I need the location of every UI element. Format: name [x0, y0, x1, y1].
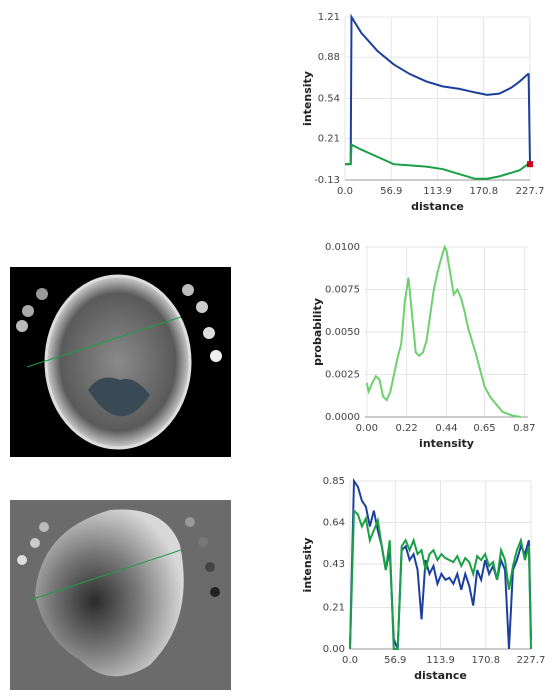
y-tick-label: 0.0025 — [325, 370, 360, 381]
x-tick-label: 0.87 — [513, 423, 535, 434]
y-axis-label: intensity — [301, 71, 314, 126]
y-tick-label: 1.21 — [318, 12, 340, 23]
y-tick-label: 0.00 — [323, 644, 345, 655]
y-tick-label: -0.13 — [314, 175, 340, 186]
x-tick-label: 170.8 — [471, 655, 500, 666]
y-tick-label: 0.54 — [318, 94, 340, 105]
x-tick-label: 227.7 — [517, 655, 546, 666]
x-axis-label: distance — [411, 200, 464, 213]
x-tick-label: 170.8 — [469, 186, 498, 197]
y-tick-label: 0.0000 — [325, 412, 360, 423]
y-tick-label: 0.43 — [323, 559, 345, 570]
data-line — [345, 13, 531, 166]
position-marker — [527, 161, 533, 168]
chart: 0.00 0.21 0.43 0.64 0.85 0.0 56.9 113.9 170.8 227… — [301, 476, 545, 682]
y-tick-label: 0.64 — [323, 518, 345, 529]
x-tick-label: 0.22 — [396, 423, 418, 434]
x-tick-label: 0.00 — [356, 423, 378, 434]
y-tick-label: 0.21 — [323, 602, 345, 613]
y-tick-label: 0.21 — [318, 134, 340, 145]
x-tick-label: 0.65 — [473, 423, 495, 434]
data-line — [345, 143, 530, 180]
y-tick-label: 0.0050 — [325, 327, 360, 338]
y-axis-label: probability — [311, 298, 324, 366]
data-line — [349, 508, 532, 650]
x-tick-label: 0.0 — [337, 186, 353, 197]
y-axis-label: intensity — [301, 538, 314, 593]
y-tick-label: 0.0100 — [325, 242, 360, 253]
chart: 0.0000 0.0025 0.0050 0.0075 0.0100 0.00 0.22 0.… — [311, 242, 536, 450]
x-axis-label: distance — [414, 669, 467, 682]
x-tick-label: 0.0 — [342, 655, 358, 666]
x-tick-label: 113.9 — [423, 186, 452, 197]
x-tick-label: 227.7 — [516, 186, 545, 197]
chart: -0.13 0.21 0.54 0.88 1.21 0.0 56.9 113.9 170.8 22… — [301, 12, 544, 213]
x-tick-label: 0.44 — [435, 423, 457, 434]
y-tick-label: 0.88 — [318, 52, 340, 63]
x-axis-label: intensity — [419, 437, 474, 450]
mri-image — [10, 267, 231, 457]
x-tick-label: 56.9 — [384, 655, 406, 666]
data-line — [365, 244, 521, 418]
x-tick-label: 56.9 — [380, 186, 402, 197]
y-tick-label: 0.85 — [323, 476, 345, 487]
y-tick-label: 0.0075 — [325, 285, 360, 296]
gradient-image — [10, 500, 231, 690]
x-tick-label: 113.9 — [426, 655, 455, 666]
